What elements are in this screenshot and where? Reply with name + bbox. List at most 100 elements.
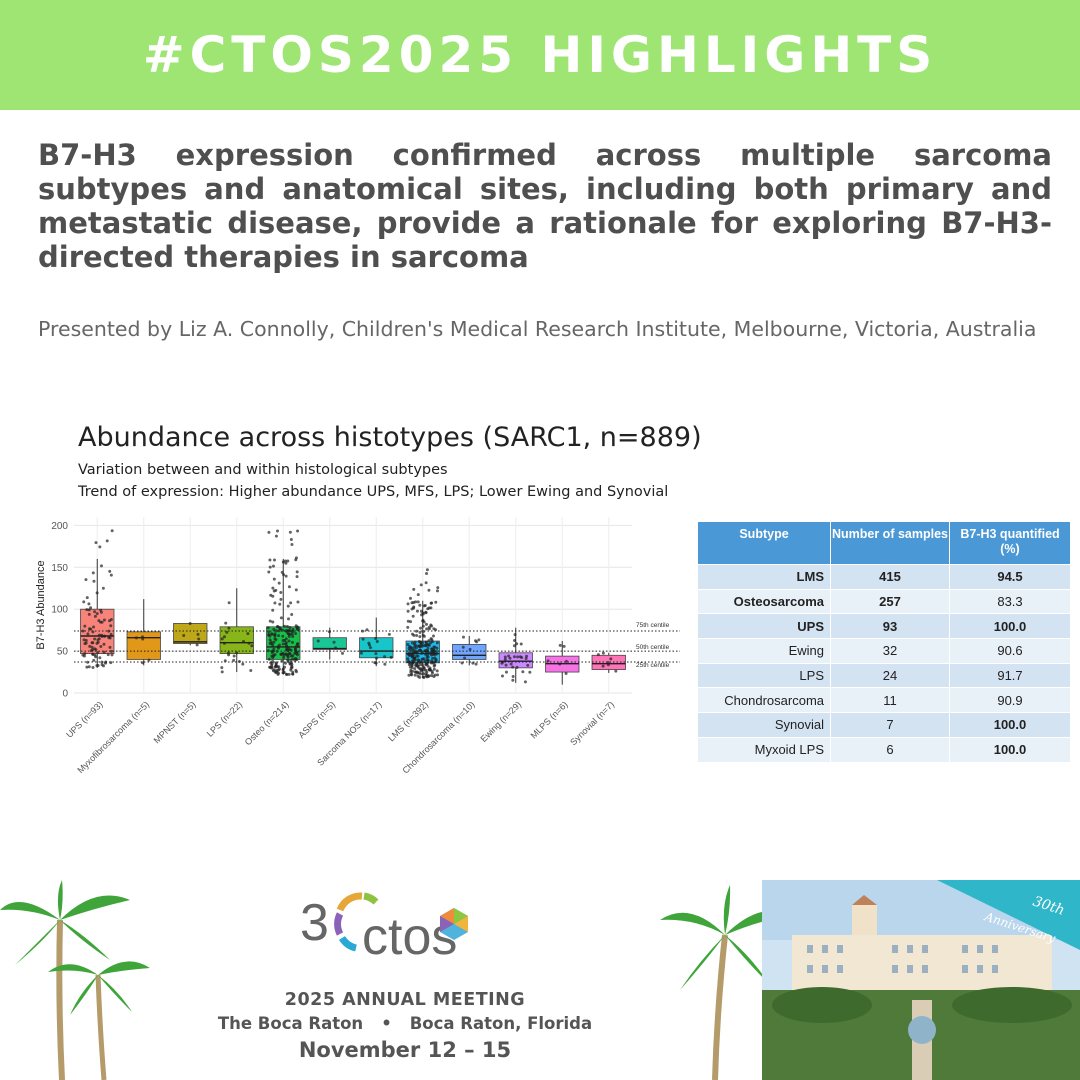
data-point xyxy=(96,640,100,644)
data-point xyxy=(427,606,431,610)
header-quantified: B7-H3 quantified (%) xyxy=(949,521,1071,565)
table-row: Ewing 32 90.6 xyxy=(697,638,1071,664)
data-point xyxy=(99,564,103,568)
data-point xyxy=(220,670,224,674)
data-point xyxy=(516,655,520,659)
data-point xyxy=(188,621,192,625)
data-point xyxy=(99,608,103,612)
data-point xyxy=(425,653,429,657)
data-point xyxy=(82,654,86,658)
data-point xyxy=(294,670,298,674)
data-point xyxy=(92,658,96,662)
data-point xyxy=(91,571,95,575)
ctos-logo: 3 ctos xyxy=(300,892,468,966)
data-point xyxy=(222,635,226,639)
data-point xyxy=(415,609,419,613)
data-point xyxy=(435,589,439,593)
box xyxy=(173,623,208,644)
data-point xyxy=(433,663,437,667)
data-point xyxy=(286,604,290,608)
data-point xyxy=(418,603,422,607)
data-point xyxy=(278,602,282,606)
data-point xyxy=(225,630,229,634)
data-point xyxy=(511,678,515,682)
data-point xyxy=(387,632,391,636)
data-point xyxy=(287,672,291,676)
data-point xyxy=(282,670,286,674)
data-point xyxy=(279,597,283,601)
subtype-cell: Chondrosarcoma xyxy=(697,687,831,714)
data-point xyxy=(425,655,429,659)
data-point xyxy=(420,643,424,647)
data-point xyxy=(424,581,428,585)
data-point xyxy=(91,666,95,670)
data-point xyxy=(528,670,532,674)
data-point xyxy=(417,660,421,664)
data-point xyxy=(290,665,294,669)
slide-subtitle-2: Trend of expression: Higher abundance UP… xyxy=(78,484,669,500)
data-point xyxy=(237,659,241,663)
x-tick-label: LMS (n=392) xyxy=(386,699,430,743)
data-point xyxy=(424,611,428,615)
data-point xyxy=(102,618,106,622)
samples-cell: 32 xyxy=(830,638,950,664)
data-point xyxy=(291,672,295,676)
subtype-cell: UPS xyxy=(697,613,831,640)
data-point xyxy=(92,625,96,629)
data-point xyxy=(100,634,104,638)
reference-label: 50th centile xyxy=(636,644,670,651)
data-point xyxy=(107,636,111,640)
palm-tree-left-icon xyxy=(0,880,150,1080)
data-point xyxy=(509,662,513,666)
data-point xyxy=(526,663,530,667)
data-point xyxy=(286,559,290,563)
data-point xyxy=(409,620,413,624)
data-point xyxy=(295,570,299,574)
data-point xyxy=(103,634,107,638)
data-point xyxy=(415,633,419,637)
data-point xyxy=(196,632,200,636)
data-point xyxy=(273,637,277,641)
data-point xyxy=(291,654,295,658)
data-point xyxy=(273,601,277,605)
logo-hexagon-icon xyxy=(440,908,468,940)
data-point xyxy=(83,624,87,628)
data-point xyxy=(284,652,288,656)
data-point xyxy=(296,627,300,631)
data-point xyxy=(427,639,431,643)
data-point xyxy=(421,672,425,676)
header-banner: #CTOS2025 HIGHLIGHTS xyxy=(0,0,1080,110)
plot-panel xyxy=(74,517,632,693)
data-point xyxy=(474,662,478,666)
data-point xyxy=(426,646,430,650)
data-point xyxy=(409,668,413,672)
data-point xyxy=(461,635,465,639)
data-point xyxy=(274,665,278,669)
samples-cell: 6 xyxy=(830,736,950,763)
data-point xyxy=(247,641,251,645)
data-point xyxy=(272,640,276,644)
data-point xyxy=(416,671,420,675)
data-point xyxy=(413,645,417,649)
data-point xyxy=(85,608,89,612)
quantified-cell: 94.5 xyxy=(949,564,1071,590)
quantified-cell: 91.7 xyxy=(949,662,1071,689)
data-point xyxy=(296,529,300,533)
x-tick-label: Osteo (n=214) xyxy=(243,699,291,747)
bullet-separator: • xyxy=(381,1014,392,1033)
data-point xyxy=(361,637,365,641)
data-point xyxy=(418,640,422,644)
data-point xyxy=(513,633,517,637)
data-point xyxy=(428,651,432,655)
data-point xyxy=(420,663,424,667)
data-point xyxy=(272,647,276,651)
data-point xyxy=(295,642,299,646)
data-point xyxy=(286,655,290,659)
data-point xyxy=(291,634,295,638)
box xyxy=(126,631,161,660)
data-point xyxy=(267,570,271,574)
data-point xyxy=(232,658,236,662)
reference-label: 25th centile xyxy=(636,662,670,669)
data-point xyxy=(407,673,411,677)
header-subtype: Subtype xyxy=(697,521,831,565)
